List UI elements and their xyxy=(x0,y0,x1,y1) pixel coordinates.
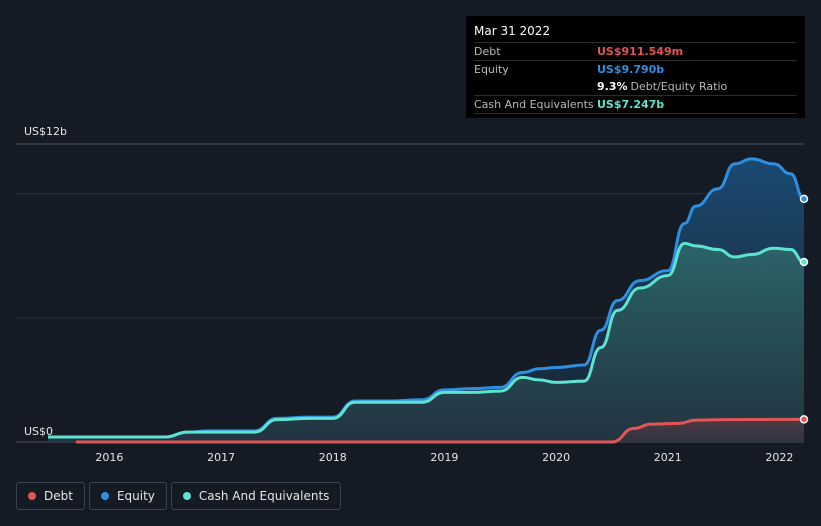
legend-item-equity[interactable]: Equity xyxy=(88,482,167,510)
tooltip-ratio-value: 9.3% xyxy=(597,80,628,93)
y-tick-label: US$0 xyxy=(24,425,53,438)
x-tick-label: 2019 xyxy=(430,451,458,464)
line-debt xyxy=(75,417,805,444)
x-axis-labels: 2016 2017 2018 2019 2020 2021 2022 xyxy=(95,451,793,464)
y-tick-label: US$12b xyxy=(24,125,67,138)
x-tick-label: 2017 xyxy=(207,451,235,464)
endpoint-debt xyxy=(799,415,809,424)
line-cash xyxy=(48,241,805,439)
tooltip-debt-value: US$911.549m xyxy=(597,45,684,58)
legend-label-cash: Cash And Equivalents xyxy=(198,489,330,503)
tooltip-cash-row: Cash And Equivalents US$7.247b xyxy=(474,95,797,114)
tooltip-cash-value: US$7.247b xyxy=(597,98,665,111)
tooltip-debt-row: Debt US$911.549m xyxy=(474,42,797,60)
tooltip-ratio-label: Debt/Equity Ratio xyxy=(630,80,728,93)
legend-label-debt: Debt xyxy=(44,489,73,503)
tooltip-equity-row: Equity US$9.790b xyxy=(474,60,797,78)
data-tooltip: Mar 31 2022 Debt US$911.549m Equity US$9… xyxy=(466,16,805,118)
area-debt xyxy=(75,419,804,442)
tooltip-cash-label: Cash And Equivalents xyxy=(474,98,594,111)
chart-legend: Debt Equity Cash And Equivalents xyxy=(16,482,342,510)
y-axis-labels: US$0 US$12b xyxy=(24,125,67,438)
tooltip-equity-value: US$9.790b xyxy=(597,63,665,76)
tooltip-debt-label: Debt xyxy=(474,45,501,58)
tooltip-equity-label: Equity xyxy=(474,63,509,76)
series-areas xyxy=(48,158,804,442)
series-lines xyxy=(48,157,805,444)
legend-item-debt[interactable]: Debt xyxy=(16,482,85,510)
endpoint-cash xyxy=(799,257,809,267)
legend-label-equity: Equity xyxy=(116,489,155,503)
x-tick-label: 2022 xyxy=(765,451,793,464)
x-tick-label: 2018 xyxy=(319,451,347,464)
legend-item-cash[interactable]: Cash And Equivalents xyxy=(170,482,342,510)
legend-dot-equity xyxy=(100,492,109,500)
series-endpoints xyxy=(799,194,809,424)
tooltip-ratio-row: 9.3% Debt/Equity Ratio xyxy=(474,78,797,95)
x-tick-label: 2021 xyxy=(654,451,682,464)
endpoint-equity xyxy=(799,194,809,204)
legend-dot-debt xyxy=(28,492,36,500)
area-cash xyxy=(48,243,804,442)
legend-dot-cash xyxy=(182,492,191,500)
x-tick-label: 2016 xyxy=(95,451,123,464)
x-tick-label: 2020 xyxy=(542,451,570,464)
tooltip-date: Mar 31 2022 xyxy=(474,24,551,38)
